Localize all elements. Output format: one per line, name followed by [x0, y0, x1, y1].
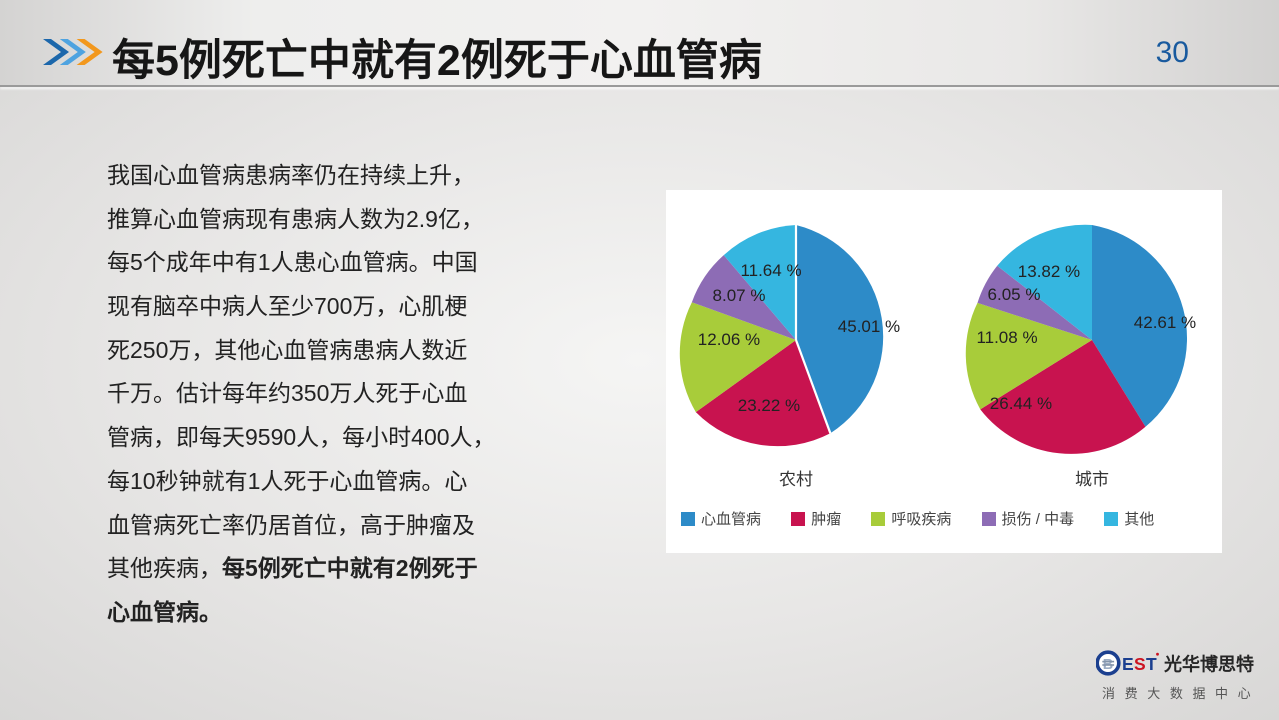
- svg-text:26.44 %: 26.44 %: [990, 394, 1052, 413]
- svg-text:6.05 %: 6.05 %: [988, 285, 1041, 304]
- svg-text:11.08 %: 11.08 %: [976, 328, 1037, 347]
- svg-text:农村: 农村: [779, 470, 813, 489]
- svg-text:8.07 %: 8.07 %: [713, 286, 766, 305]
- svg-text:T: T: [1146, 654, 1157, 674]
- svg-text:光华博思特: 光华博思特: [1163, 654, 1254, 675]
- svg-text:E: E: [1122, 654, 1134, 674]
- svg-text:45.01 %: 45.01 %: [838, 317, 900, 336]
- svg-text:42.61 %: 42.61 %: [1134, 313, 1196, 332]
- svg-text:23.22 %: 23.22 %: [738, 396, 800, 415]
- svg-text:S: S: [1134, 654, 1146, 674]
- svg-text:13.82 %: 13.82 %: [1018, 262, 1080, 281]
- svg-text:11.64 %: 11.64 %: [740, 261, 801, 280]
- svg-text:城市: 城市: [1075, 470, 1109, 489]
- svg-text:12.06 %: 12.06 %: [698, 330, 760, 349]
